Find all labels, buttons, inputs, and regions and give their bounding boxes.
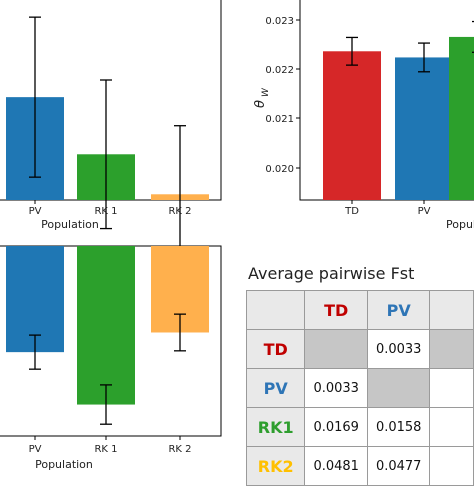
cell-td-pv: 0.0033 bbox=[366, 329, 431, 369]
row-header-td: TD bbox=[245, 329, 306, 369]
panel-top-right: 0.023 0.022 0.021 0.020 θ W TD PV Popula bbox=[253, 0, 474, 231]
figure-canvas: PV RK 1 RK 2 Population 0.023 0.022 0.02… bbox=[0, 0, 474, 471]
cell-cropped bbox=[429, 368, 474, 408]
tr-ylabel-sub: W bbox=[261, 87, 271, 97]
panel-bottom-left: PV RK 1 RK 2 Population bbox=[0, 245, 222, 471]
tr-ytick-0020: 0.020 bbox=[265, 164, 294, 175]
tl-xlabel: Population bbox=[41, 218, 99, 231]
cell-cropped bbox=[429, 407, 474, 447]
table-row: PV 0.0033 bbox=[245, 368, 474, 408]
row-header-rk1: RK1 bbox=[245, 407, 306, 447]
tr-ylabel: θ W bbox=[253, 87, 271, 108]
bl-bar-pv bbox=[6, 246, 64, 353]
table-row: RK1 0.0169 0.0158 bbox=[245, 407, 474, 447]
tl-xtick-pv: PV bbox=[29, 206, 42, 217]
table-corner bbox=[245, 290, 306, 330]
panel-top-left: PV RK 1 RK 2 Population bbox=[0, 0, 222, 264]
tr-axes-frame bbox=[299, 0, 474, 201]
col-header-pv: PV bbox=[366, 290, 431, 330]
tr-bar-pv bbox=[395, 57, 453, 200]
tr-xlabel: Popula bbox=[446, 218, 474, 231]
bl-bar-rk1 bbox=[77, 246, 135, 405]
tr-bar-rk bbox=[449, 36, 474, 200]
tr-ylabel-theta: θ bbox=[253, 100, 268, 108]
fst-table-title: Average pairwise Fst bbox=[248, 264, 415, 283]
col-header-cropped bbox=[429, 290, 474, 330]
cell-cropped bbox=[429, 329, 474, 369]
tr-ytick-0021: 0.021 bbox=[265, 114, 294, 125]
cell-rk1-td: 0.0169 bbox=[304, 407, 368, 447]
cell-rk2-td: 0.0481 bbox=[304, 446, 368, 486]
cell-pv-td: 0.0033 bbox=[304, 368, 368, 408]
bl-xtick-rk2: RK 2 bbox=[168, 444, 191, 455]
bl-xlabel: Population bbox=[35, 458, 93, 471]
col-header-td: TD bbox=[304, 290, 368, 330]
tl-xtick-rk1: RK 1 bbox=[94, 206, 117, 217]
row-header-pv: PV bbox=[245, 368, 306, 408]
tr-ytick-0023: 0.023 bbox=[265, 16, 294, 27]
table-row: RK2 0.0481 0.0477 bbox=[245, 446, 474, 486]
table-row: TD PV bbox=[245, 290, 474, 330]
tr-ytick-0022: 0.022 bbox=[265, 65, 294, 76]
tr-xtick-td: TD bbox=[344, 206, 359, 217]
tr-bar-td bbox=[323, 51, 381, 201]
bl-xtick-rk1: RK 1 bbox=[94, 444, 117, 455]
cell-cropped bbox=[429, 446, 474, 486]
fst-table: TD PV TD 0.0033 PV 0.0033 RK1 0.0169 0.0… bbox=[245, 290, 474, 486]
bl-xtick-pv: PV bbox=[29, 444, 42, 455]
tr-xtick-pv: PV bbox=[418, 206, 431, 217]
tl-xtick-rk2: RK 2 bbox=[168, 206, 191, 217]
cell-rk2-pv: 0.0477 bbox=[366, 446, 431, 486]
row-header-rk2: RK2 bbox=[245, 446, 306, 486]
cell-rk1-pv: 0.0158 bbox=[366, 407, 431, 447]
diag-cell bbox=[366, 368, 431, 408]
diag-cell bbox=[304, 329, 368, 369]
table-row: TD 0.0033 bbox=[245, 329, 474, 369]
